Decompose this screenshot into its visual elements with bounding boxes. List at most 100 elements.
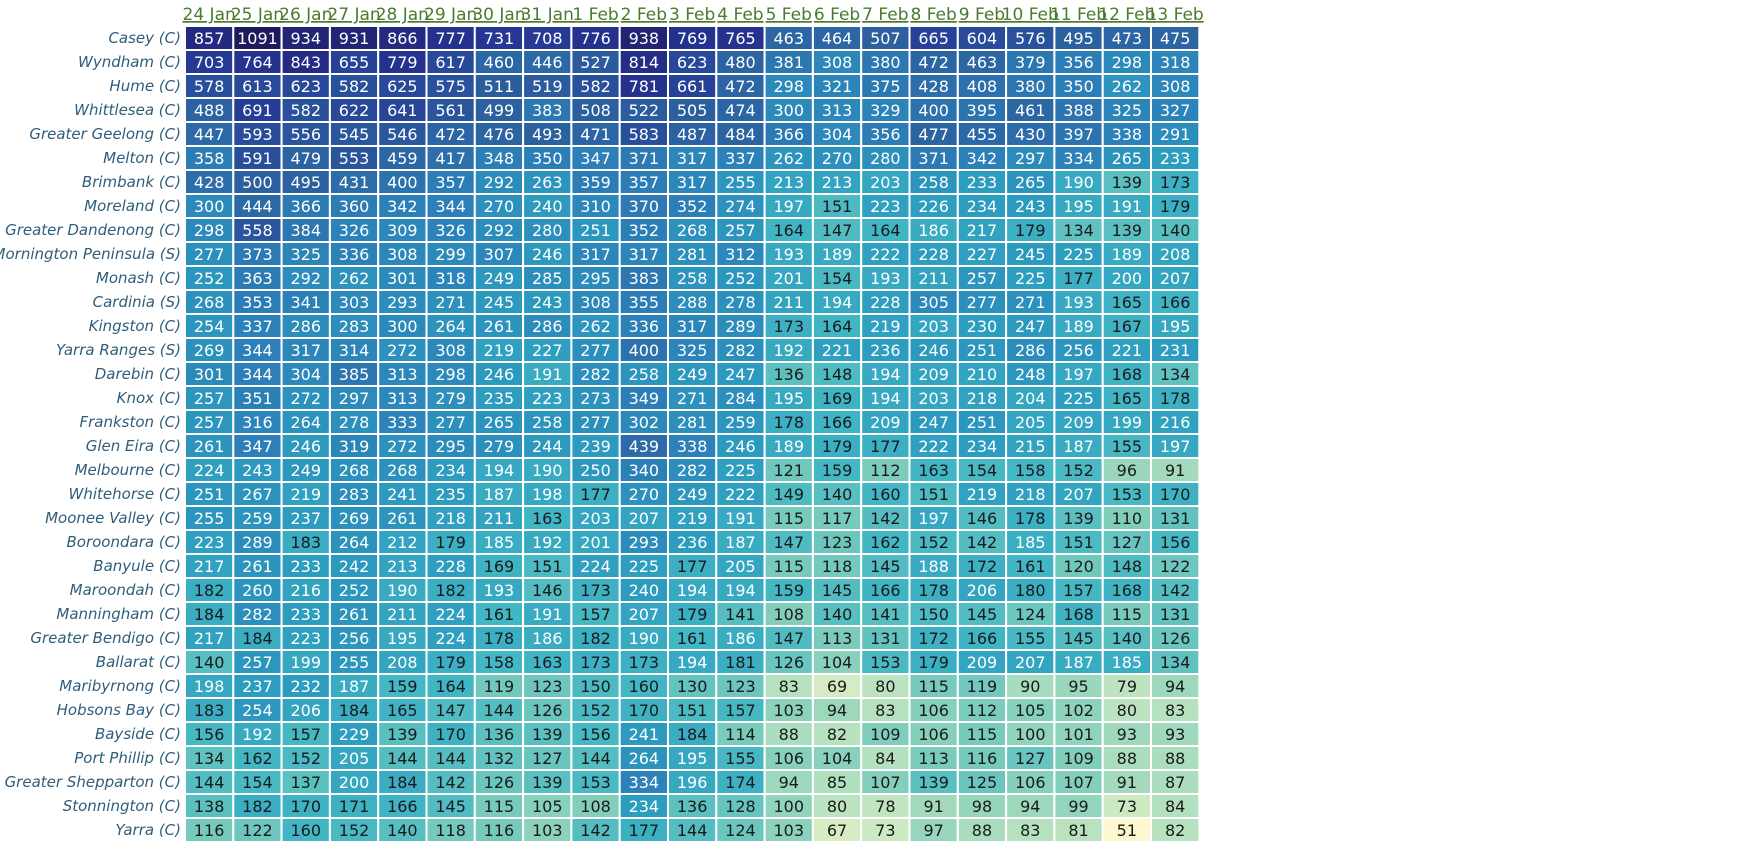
cell-value-label: 381 (773, 53, 804, 72)
cell-value-label: 247 (918, 413, 949, 432)
cell-value-label: 194 (484, 461, 515, 480)
cell-value-label: 73 (1117, 797, 1137, 816)
cell-value-label: 153 (870, 653, 901, 672)
cell-value-label: 104 (822, 749, 853, 768)
cell-value-label: 463 (773, 29, 804, 48)
heatmap-cell (1053, 289, 1104, 315)
cell-value-label: 236 (870, 341, 901, 360)
cell-value-label: 400 (629, 341, 660, 360)
heatmap-cell (1101, 97, 1152, 123)
heatmap-cell (763, 193, 814, 219)
cell-value-label: 164 (870, 221, 901, 240)
row-label: Kingston (C) (89, 317, 181, 335)
cell-value-label: 207 (629, 509, 660, 528)
cell-value-label: 158 (484, 653, 515, 672)
cell-value-label: 123 (822, 533, 853, 552)
cell-value-label: 222 (725, 485, 756, 504)
cell-value-label: 187 (1063, 437, 1094, 456)
cell-value-label: 209 (870, 413, 901, 432)
cell-value-label: 221 (1112, 341, 1143, 360)
cell-value-label: 146 (967, 509, 998, 528)
cell-value-label: 254 (242, 701, 273, 720)
cell-value-label: 88 (972, 821, 992, 840)
cell-value-label: 464 (822, 29, 853, 48)
cell-value-label: 765 (725, 29, 756, 48)
heatmap-cell (377, 313, 428, 339)
row-label: Whittlesea (C) (74, 101, 181, 119)
cell-value-label: 265 (484, 413, 515, 432)
cell-value-label: 446 (532, 53, 563, 72)
row-label: Maribyrnong (C) (59, 677, 181, 695)
cell-value-label: 383 (532, 101, 563, 120)
cell-value-label: 213 (387, 557, 418, 576)
cell-value-label: 273 (580, 389, 611, 408)
cell-value-label: 303 (339, 293, 370, 312)
cell-value-label: 134 (194, 749, 225, 768)
heatmap-cell (1150, 217, 1201, 243)
cell-value-label: 222 (918, 437, 949, 456)
cell-value-label: 180 (1015, 581, 1046, 600)
cell-value-label: 67 (827, 821, 847, 840)
column-label: 8 Feb (910, 5, 956, 25)
cell-value-label: 259 (725, 413, 756, 432)
cell-value-label: 228 (435, 557, 466, 576)
heatmap-cell (1053, 241, 1104, 267)
cell-value-label: 281 (677, 245, 708, 264)
cell-value-label: 100 (1015, 725, 1046, 744)
row-label: Greater Dandenong (C) (5, 221, 181, 239)
cell-value-label: 178 (918, 581, 949, 600)
cell-value-label: 308 (435, 341, 466, 360)
cell-value-label: 84 (1165, 797, 1185, 816)
cell-value-label: 300 (194, 197, 225, 216)
cell-value-label: 318 (1160, 53, 1191, 72)
cell-value-label: 204 (1015, 389, 1046, 408)
cell-value-label: 169 (484, 557, 515, 576)
cell-value-label: 174 (725, 773, 756, 792)
heatmap-cell (425, 265, 476, 291)
cell-value-label: 216 (290, 581, 321, 600)
cell-value-label: 88 (779, 725, 799, 744)
cell-value-label: 582 (339, 77, 370, 96)
cell-value-label: 561 (435, 101, 466, 120)
cell-value-label: 236 (677, 533, 708, 552)
cell-value-label: 298 (1112, 53, 1143, 72)
heatmap-cell (1101, 337, 1152, 363)
cell-value-label: 265 (1112, 149, 1143, 168)
cell-value-label: 508 (580, 101, 611, 120)
cell-value-label: 292 (484, 221, 515, 240)
cell-value-label: 447 (194, 125, 225, 144)
heatmap-cell (280, 25, 331, 51)
cell-value-label: 93 (1117, 725, 1137, 744)
cell-value-label: 226 (918, 197, 949, 216)
cell-value-label: 187 (339, 677, 370, 696)
heatmap-cells: 857 1091 934 931 866 777 731 708 776 938 769 765 463… (184, 25, 1201, 843)
cell-value-label: 127 (1112, 533, 1143, 552)
cell-value-label: 257 (194, 389, 225, 408)
heatmap-cell (1005, 193, 1056, 219)
heatmap-cell (715, 289, 766, 315)
cell-value-label: 162 (870, 533, 901, 552)
cell-value-label: 141 (870, 605, 901, 624)
cell-value-label: 487 (677, 125, 708, 144)
cell-value-label: 147 (773, 533, 804, 552)
cell-value-label: 192 (532, 533, 563, 552)
cell-value-label: 124 (725, 821, 756, 840)
cell-value-label: 205 (725, 557, 756, 576)
column-label: 29 Jan (424, 5, 477, 25)
heatmap-cell (184, 49, 235, 75)
cell-value-label: 1091 (237, 29, 278, 48)
cell-value-label: 190 (532, 461, 563, 480)
cell-value-label: 473 (1112, 29, 1143, 48)
cell-value-label: 223 (194, 533, 225, 552)
cell-value-label: 371 (918, 149, 949, 168)
cell-value-label: 179 (1015, 221, 1046, 240)
cell-value-label: 179 (677, 605, 708, 624)
cell-value-label: 152 (1063, 461, 1094, 480)
cell-value-label: 82 (1165, 821, 1185, 840)
cell-value-label: 297 (339, 389, 370, 408)
cell-value-label: 168 (1112, 365, 1143, 384)
cell-value-label: 151 (532, 557, 563, 576)
cell-value-label: 197 (1160, 437, 1191, 456)
heatmap-cell (908, 121, 959, 147)
cell-value-label: 206 (967, 581, 998, 600)
